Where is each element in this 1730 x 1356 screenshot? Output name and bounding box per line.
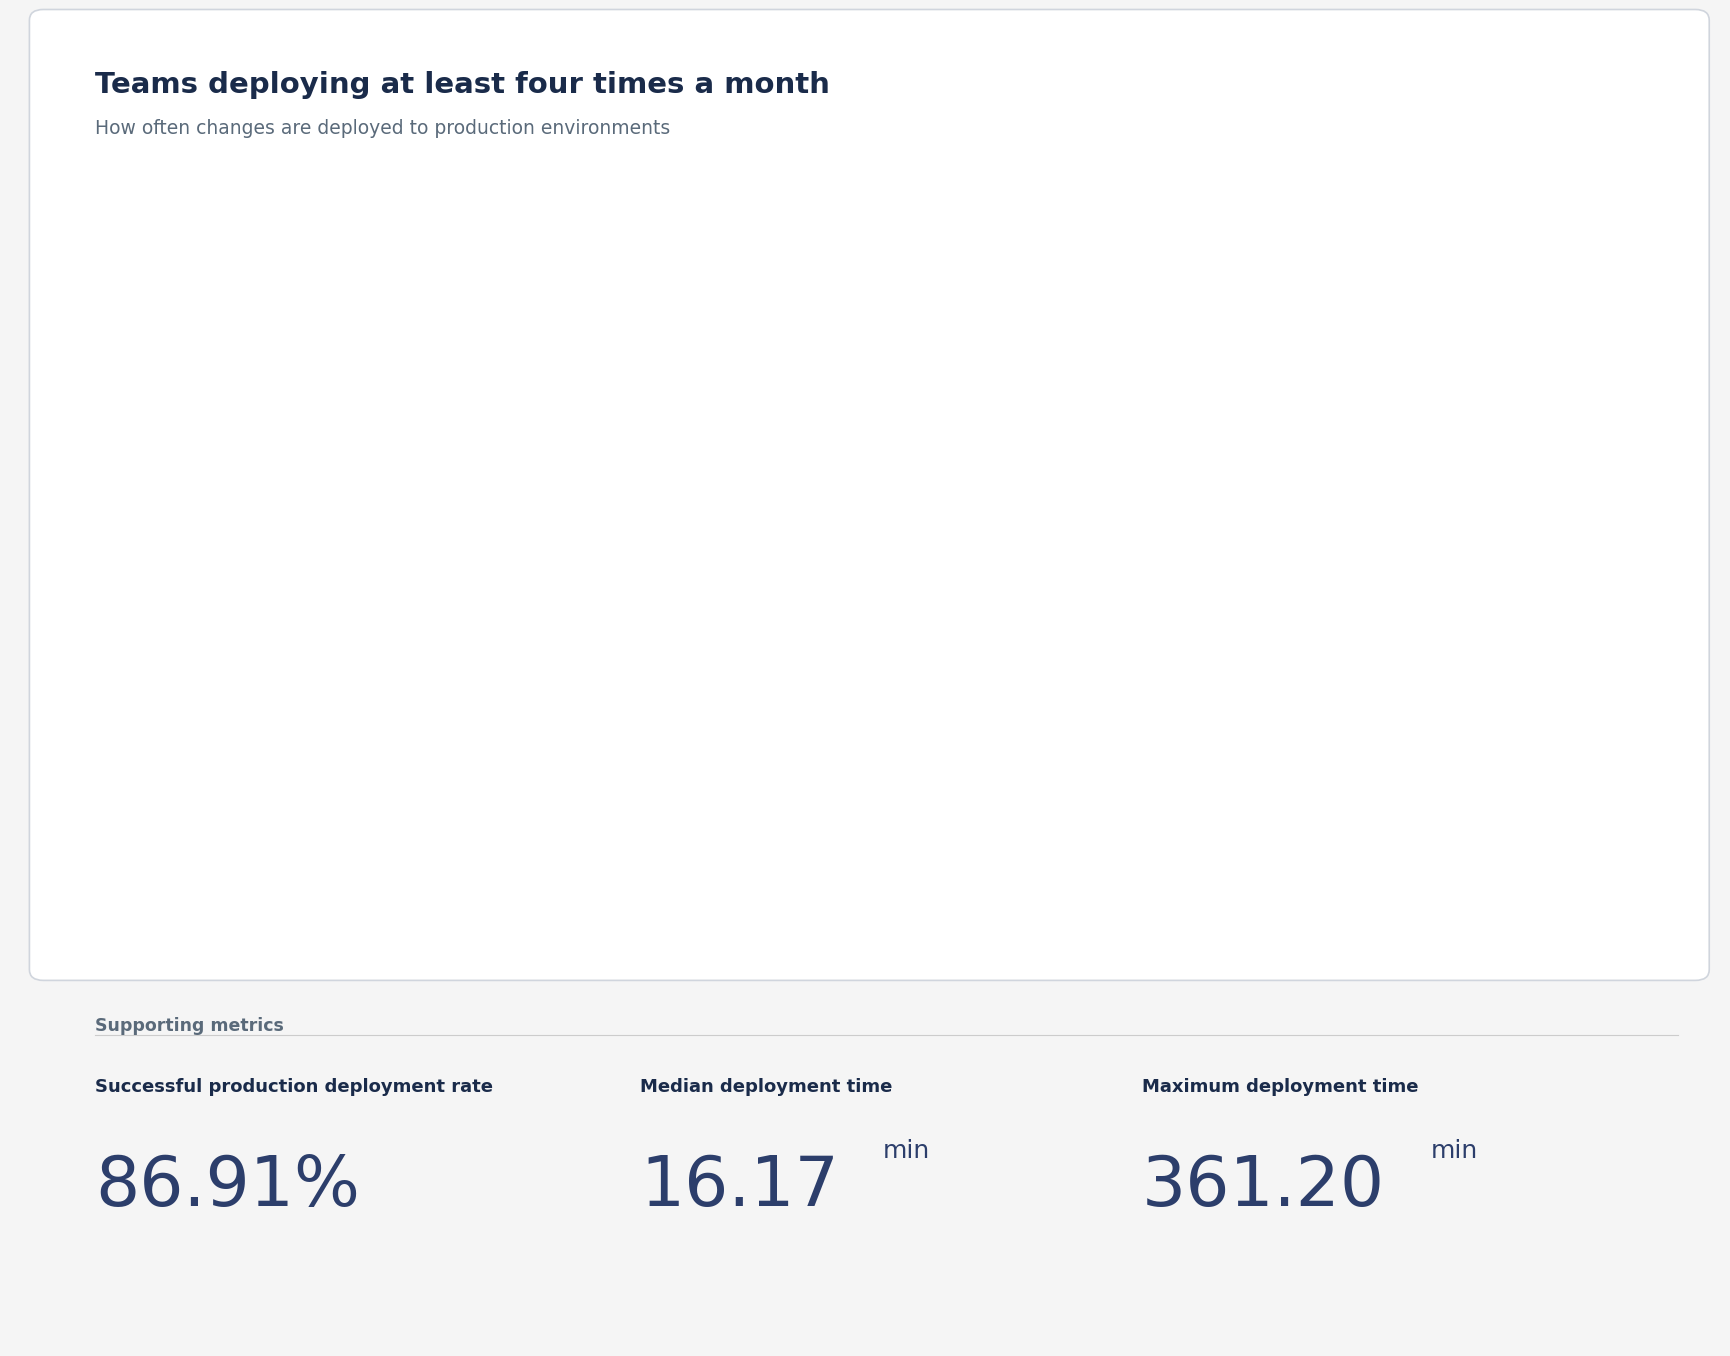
Text: Maximum deployment time: Maximum deployment time — [1142, 1078, 1419, 1096]
Legend: Meeting target, Missing target: Meeting target, Missing target — [1318, 71, 1669, 89]
Bar — [640, 245, 832, 340]
Text: 7: 7 — [1097, 561, 1114, 586]
Text: Supporting metrics: Supporting metrics — [95, 1017, 284, 1035]
X-axis label: Deployment date: Deployment date — [843, 942, 1000, 960]
Text: min: min — [1431, 1139, 1477, 1163]
Text: 1: 1 — [728, 281, 746, 305]
Text: 7: 7 — [1467, 561, 1483, 586]
Text: 16.17: 16.17 — [640, 1153, 839, 1219]
Text: 86.91%: 86.91% — [95, 1153, 360, 1219]
Bar — [1379, 245, 1571, 902]
Text: Teams deploying at least four times a month: Teams deploying at least four times a mo… — [95, 71, 830, 99]
Text: Successful production deployment rate: Successful production deployment rate — [95, 1078, 493, 1096]
Text: 361.20: 361.20 — [1142, 1153, 1386, 1219]
Text: 7: 7 — [360, 561, 375, 586]
Text: min: min — [882, 1139, 929, 1163]
Y-axis label: Number of teams: Number of teams — [116, 466, 135, 625]
Text: 6: 6 — [728, 609, 746, 633]
Bar — [1010, 245, 1202, 902]
Text: Median deployment time: Median deployment time — [640, 1078, 893, 1096]
Bar — [640, 340, 832, 902]
Bar — [272, 245, 464, 902]
Text: How often changes are deployed to production environments: How often changes are deployed to produc… — [95, 119, 671, 138]
